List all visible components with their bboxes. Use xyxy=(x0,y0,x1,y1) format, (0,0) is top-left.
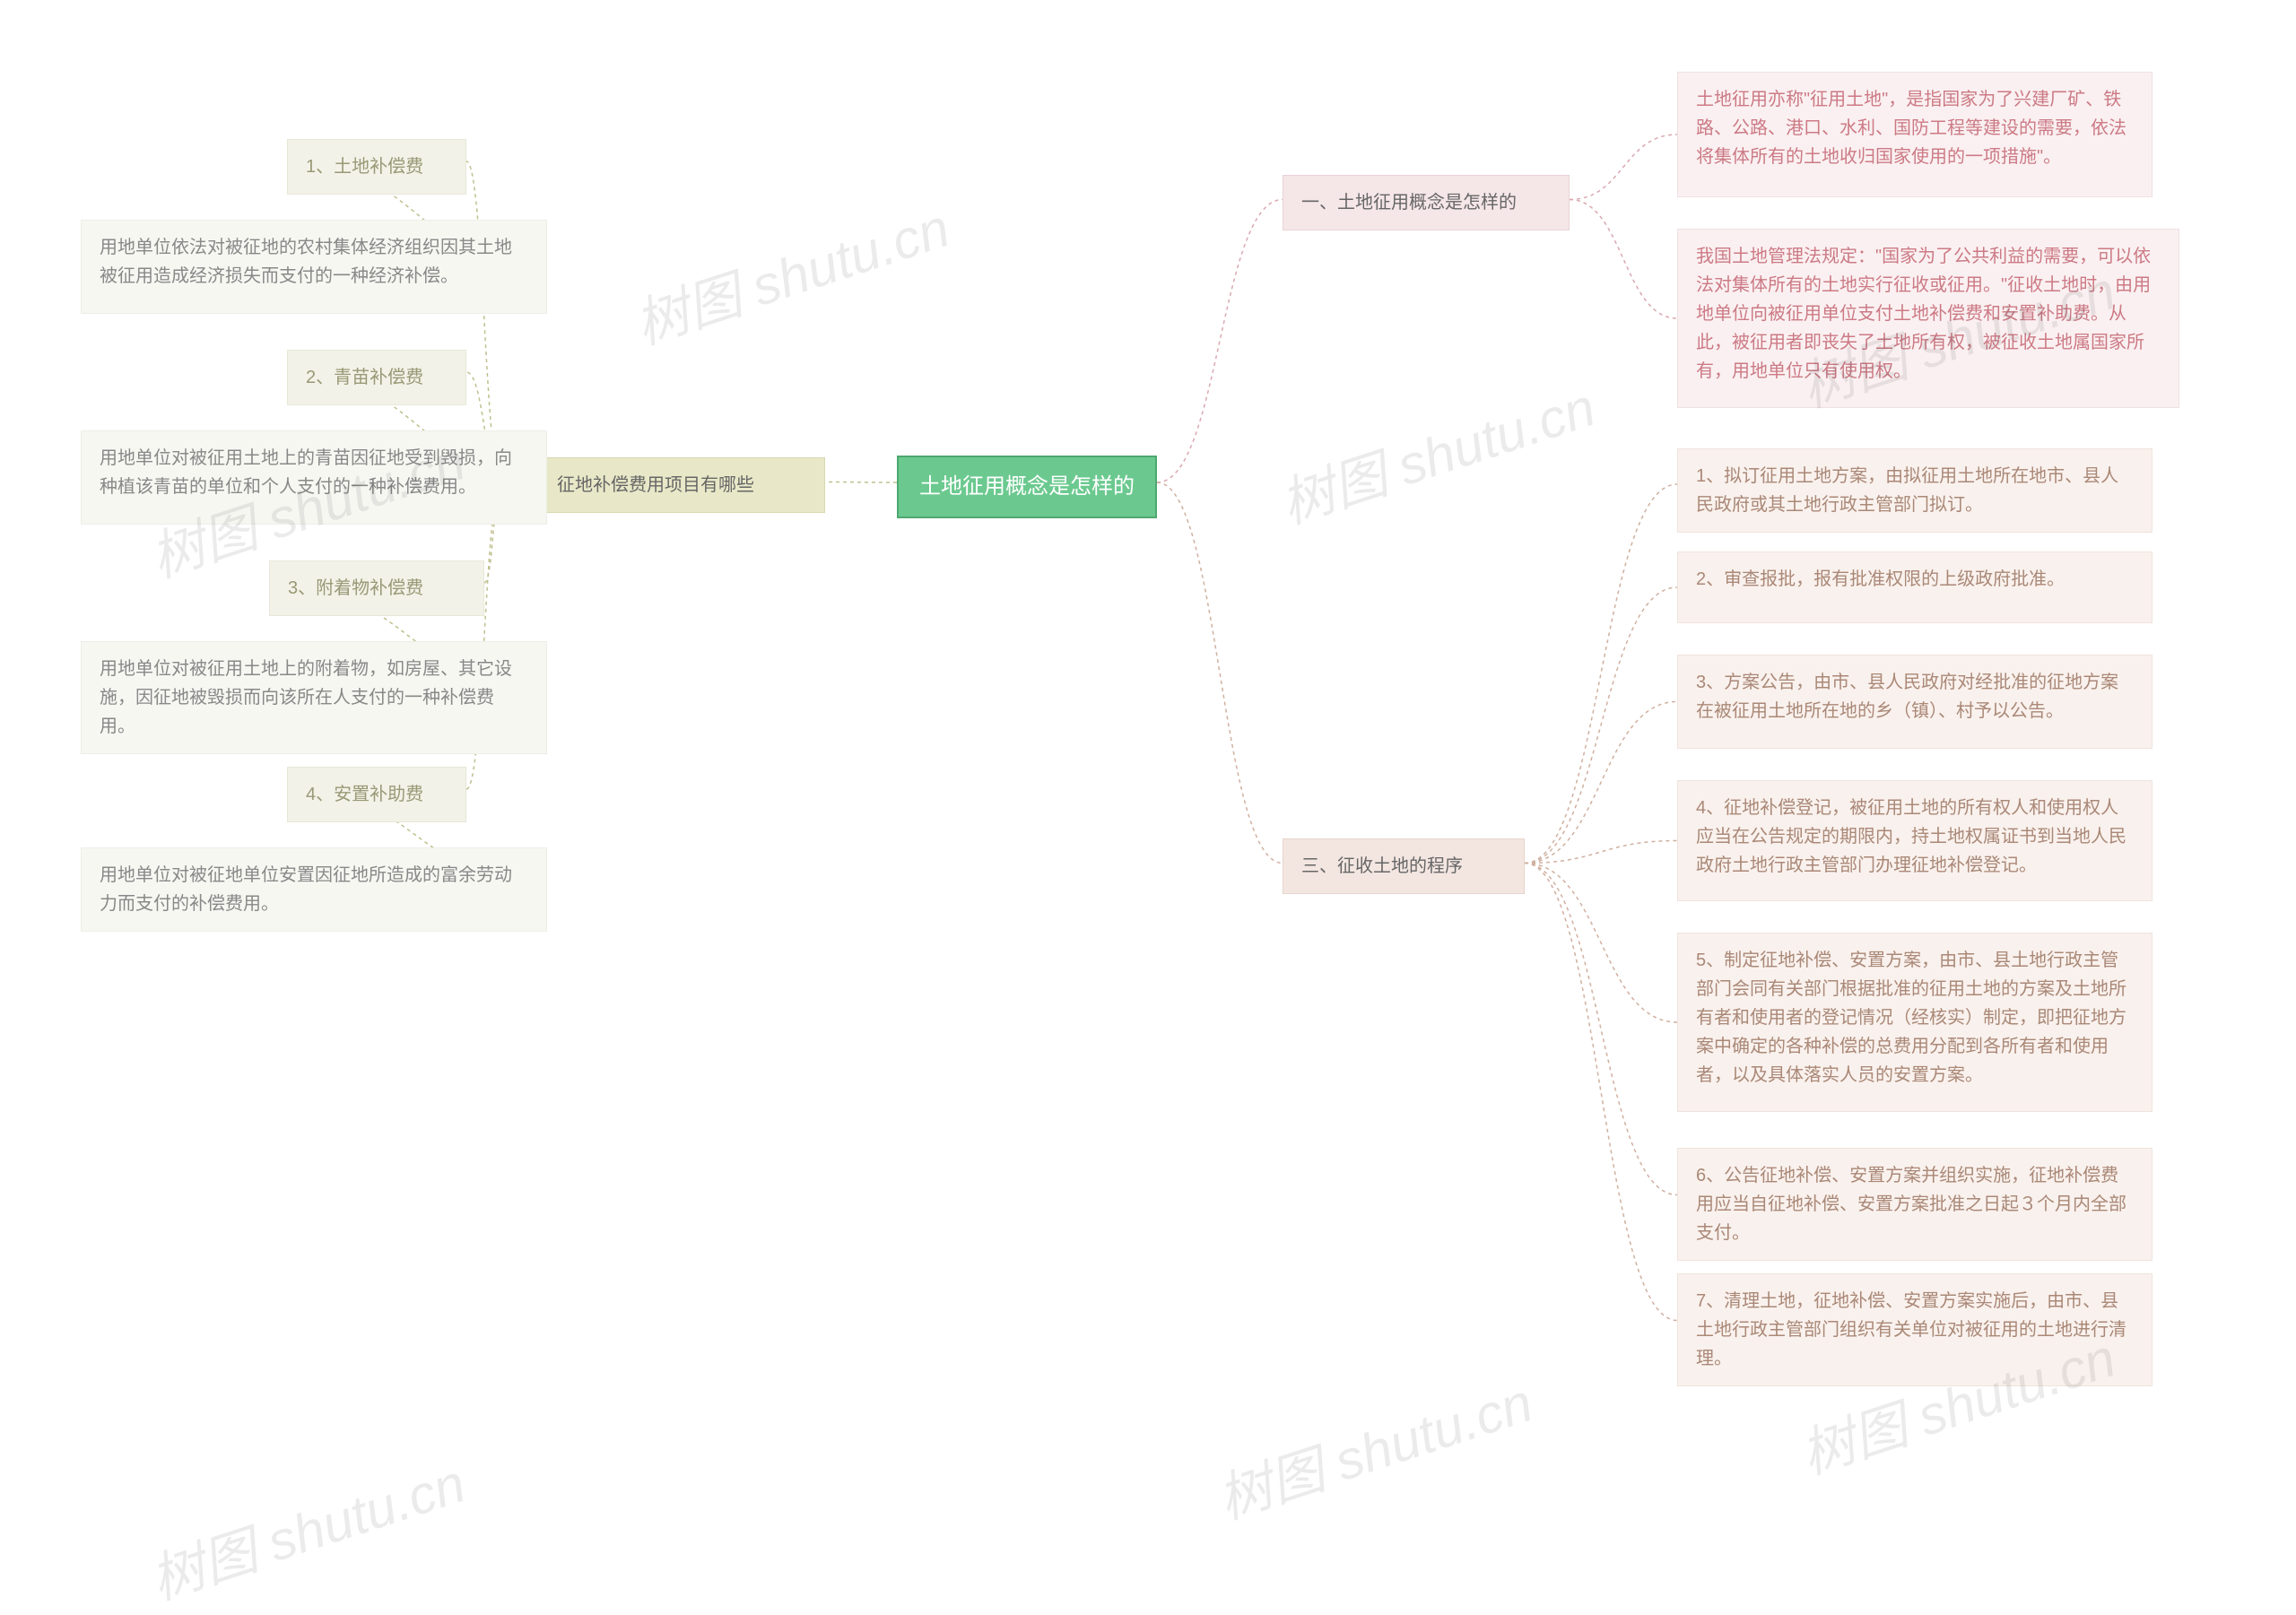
branch1-leaf-text: 我国土地管理法规定："国家为了公共利益的需要，可以依法对集体所有的土地实行征收或… xyxy=(1696,247,2151,381)
branch3-leaf-text: 2、审查报批，报有批准权限的上级政府批准。 xyxy=(1696,569,2065,589)
branch3-leaf-text: 4、征地补偿登记，被征用土地的所有权人和使用权人应当在公告规定的期限内，持土地权… xyxy=(1696,798,2126,875)
branch1-leaf: 我国土地管理法规定："国家为了公共利益的需要，可以依法对集体所有的土地实行征收或… xyxy=(1677,229,2179,408)
branch2-item-label: 1、土地补偿费 xyxy=(287,139,466,195)
branch2-label-text: 3、附着物补偿费 xyxy=(288,578,423,598)
branch2-desc-text: 用地单位依法对被征地的农村集体经济组织因其土地被征用造成经济损失而支付的一种经济… xyxy=(100,238,512,286)
branch3-leaf-text: 7、清理土地，征地补偿、安置方案实施后，由市、县土地行政主管部门组织有关单位对被… xyxy=(1696,1291,2126,1368)
branch3-leaf: 2、审查报批，报有批准权限的上级政府批准。 xyxy=(1677,551,2152,623)
watermark: 树图 shutu.cn xyxy=(1269,364,1604,539)
branch2-label-text: 4、安置补助费 xyxy=(306,785,423,804)
branch3-leaf: 7、清理土地，征地补偿、安置方案实施后，由市、县土地行政主管部门组织有关单位对被… xyxy=(1677,1273,2152,1386)
branch3-node: 三、征收土地的程序 xyxy=(1283,838,1525,894)
watermark: 树图 shutu.cn xyxy=(1206,1359,1541,1534)
center-title: 土地征用概念是怎样的 xyxy=(919,474,1135,499)
branch3-leaf: 4、征地补偿登记，被征用土地的所有权人和使用权人应当在公告规定的期限内，持土地权… xyxy=(1677,780,2152,901)
branch2-item-desc: 用地单位对被征用土地上的附着物，如房屋、其它设施，因征地被毁损而向该所在人支付的… xyxy=(81,641,547,754)
branch3-leaf-text: 1、拟订征用土地方案，由拟征用土地所在地市、县人民政府或其土地行政主管部门拟订。 xyxy=(1696,466,2118,515)
branch2-desc-text: 用地单位对被征地单位安置因征地所造成的富余劳动力而支付的补偿费用。 xyxy=(100,865,512,914)
branch3-leaf-text: 5、制定征地补偿、安置方案，由市、县土地行政主管部门会同有关部门根据批准的征用土… xyxy=(1696,951,2126,1085)
center-node: 土地征用概念是怎样的 xyxy=(897,456,1157,518)
branch2-desc-text: 用地单位对被征用土地上的青苗因征地受到毁损，向种植该青苗的单位和个人支付的一种补… xyxy=(100,448,512,497)
branch1-leaf: 土地征用亦称"征用土地"，是指国家为了兴建厂矿、铁路、公路、港口、水利、国防工程… xyxy=(1677,72,2152,197)
branch2-node: 二、征地补偿费用项目有哪些 xyxy=(502,457,825,513)
branch3-leaf: 5、制定征地补偿、安置方案，由市、县土地行政主管部门会同有关部门根据批准的征用土… xyxy=(1677,933,2152,1112)
branch2-item-label: 3、附着物补偿费 xyxy=(269,560,484,616)
branch1-node: 一、土地征用概念是怎样的 xyxy=(1283,175,1570,230)
branch2-label-text: 1、土地补偿费 xyxy=(306,157,423,177)
branch2-title: 二、征地补偿费用项目有哪些 xyxy=(521,475,754,495)
branch3-leaf-text: 6、公告征地补偿、安置方案并组织实施，征地补偿费用应当自征地补偿、安置方案批准之… xyxy=(1696,1166,2126,1243)
branch3-leaf: 3、方案公告，由市、县人民政府对经批准的征地方案在被征用土地所在地的乡（镇）、村… xyxy=(1677,655,2152,749)
watermark: 树图 shutu.cn xyxy=(623,185,958,360)
branch3-leaf-text: 3、方案公告，由市、县人民政府对经批准的征地方案在被征用土地所在地的乡（镇）、村… xyxy=(1696,673,2118,721)
branch3-leaf: 6、公告征地补偿、安置方案并组织实施，征地补偿费用应当自征地补偿、安置方案批准之… xyxy=(1677,1148,2152,1261)
branch3-leaf: 1、拟订征用土地方案，由拟征用土地所在地市、县人民政府或其土地行政主管部门拟订。 xyxy=(1677,448,2152,533)
branch1-title: 一、土地征用概念是怎样的 xyxy=(1301,193,1517,213)
branch2-desc-text: 用地单位对被征用土地上的附着物，如房屋、其它设施，因征地被毁损而向该所在人支付的… xyxy=(100,659,512,736)
branch3-title: 三、征收土地的程序 xyxy=(1301,856,1463,876)
watermark: 树图 shutu.cn xyxy=(139,1440,474,1615)
branch1-leaf-text: 土地征用亦称"征用土地"，是指国家为了兴建厂矿、铁路、公路、港口、水利、国防工程… xyxy=(1696,90,2126,167)
branch2-item-desc: 用地单位对被征用土地上的青苗因征地受到毁损，向种植该青苗的单位和个人支付的一种补… xyxy=(81,430,547,525)
branch2-item-label: 2、青苗补偿费 xyxy=(287,350,466,405)
branch2-item-desc: 用地单位依法对被征地的农村集体经济组织因其土地被征用造成经济损失而支付的一种经济… xyxy=(81,220,547,314)
branch2-item-label: 4、安置补助费 xyxy=(287,767,466,822)
branch2-label-text: 2、青苗补偿费 xyxy=(306,368,423,387)
branch2-item-desc: 用地单位对被征地单位安置因征地所造成的富余劳动力而支付的补偿费用。 xyxy=(81,847,547,932)
